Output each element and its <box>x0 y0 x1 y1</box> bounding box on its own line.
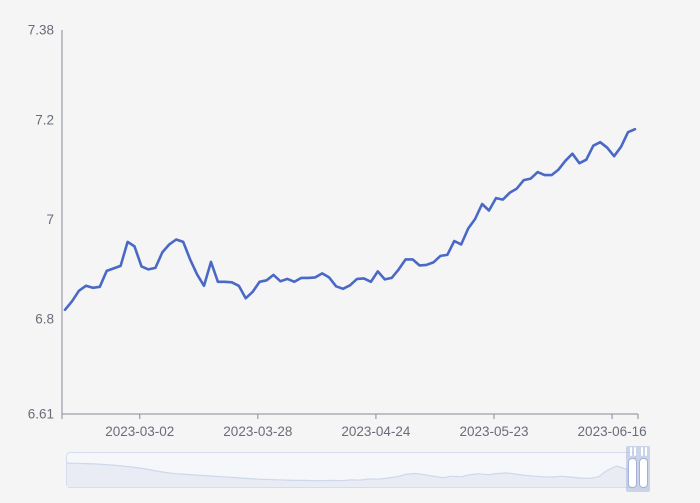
x-axis-tick-label: 2023-03-28 <box>223 424 292 439</box>
datazoom-left-handle[interactable] <box>628 458 637 488</box>
datazoom-slider-track[interactable] <box>66 452 636 488</box>
y-axis-tick-label: 7.2 <box>35 112 54 127</box>
y-axis-tick-label: 7.38 <box>28 23 54 38</box>
datazoom-grip-mark <box>644 447 647 456</box>
datazoom-grip-mark <box>633 447 636 456</box>
x-axis-tick-label: 2023-06-16 <box>578 424 647 439</box>
x-axis-tick-label: 2023-04-24 <box>341 424 411 439</box>
x-axis-tick-label: 2023-03-02 <box>105 424 174 439</box>
datazoom-right-handle[interactable] <box>639 458 648 488</box>
y-axis-tick-label: 6.8 <box>35 312 54 327</box>
x-axis-tick-label: 2023-05-23 <box>459 424 528 439</box>
rate-line-series <box>63 127 637 312</box>
datazoom-grip-mark <box>630 447 632 456</box>
datazoom-grip-mark <box>641 447 643 456</box>
y-axis-tick-label: 7 <box>46 212 54 227</box>
datazoom-data-shadow <box>67 462 635 487</box>
data-shadow-area <box>67 463 635 487</box>
data-shadow-line <box>67 462 635 482</box>
y-axis-tick-label: 6.61 <box>28 407 54 422</box>
